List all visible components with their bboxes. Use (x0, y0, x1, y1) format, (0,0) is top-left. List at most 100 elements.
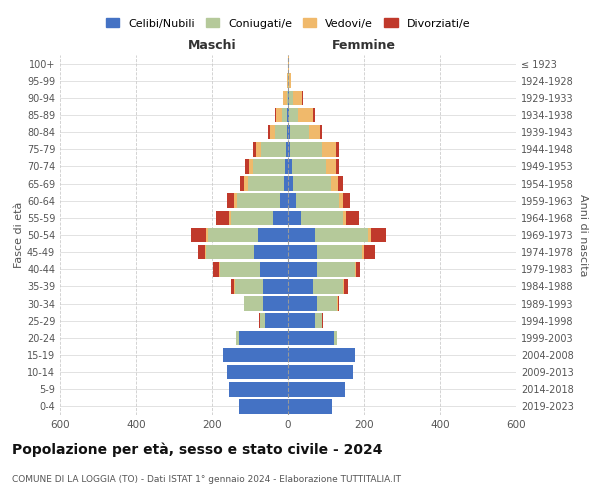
Bar (335, 159, 340, 174)
Bar (254, 245, 288, 260)
Bar (239, 399, 288, 413)
Bar (283, 90, 287, 105)
Bar (227, 194, 233, 208)
Bar (301, 210, 343, 225)
Bar (208, 228, 257, 242)
Bar (326, 159, 335, 174)
Bar (249, 159, 253, 174)
Bar (364, 245, 375, 260)
Bar (314, 314, 322, 328)
Bar (338, 296, 339, 311)
Bar (245, 159, 249, 174)
Bar (290, 142, 322, 156)
Bar (281, 108, 287, 122)
Bar (356, 262, 360, 276)
Bar (219, 262, 220, 276)
Bar (275, 125, 287, 140)
Y-axis label: Fasce di età: Fasce di età (14, 202, 24, 268)
Legend: Celibi/Nubili, Coniugati/e, Vedovi/e, Divorziati/e: Celibi/Nubili, Coniugati/e, Vedovi/e, Di… (101, 14, 475, 33)
Bar (227, 365, 288, 380)
Bar (259, 314, 260, 328)
Bar (288, 365, 353, 380)
Bar (322, 142, 335, 156)
Bar (314, 228, 368, 242)
Bar (320, 125, 322, 140)
Bar (298, 108, 313, 122)
Bar (344, 279, 347, 293)
Bar (288, 348, 355, 362)
Bar (288, 176, 293, 191)
Bar (343, 210, 346, 225)
Bar (340, 194, 343, 208)
Bar (331, 176, 338, 191)
Bar (346, 210, 359, 225)
Bar (223, 348, 288, 362)
Bar (248, 176, 284, 191)
Text: Femmine: Femmine (332, 38, 396, 52)
Bar (288, 245, 317, 260)
Bar (268, 125, 270, 140)
Bar (265, 314, 288, 328)
Bar (288, 159, 292, 174)
Bar (288, 296, 317, 311)
Bar (288, 314, 314, 328)
Bar (256, 142, 262, 156)
Bar (263, 296, 288, 311)
Bar (292, 159, 326, 174)
Bar (317, 296, 337, 311)
Bar (288, 210, 301, 225)
Bar (275, 108, 276, 122)
Bar (244, 176, 248, 191)
Bar (230, 279, 235, 293)
Bar (309, 125, 320, 140)
Bar (231, 210, 273, 225)
Bar (216, 210, 229, 225)
Y-axis label: Anni di nascita: Anni di nascita (578, 194, 587, 276)
Bar (197, 245, 205, 260)
Bar (229, 382, 288, 396)
Bar (288, 330, 334, 345)
Bar (288, 108, 289, 122)
Bar (213, 262, 219, 276)
Bar (289, 74, 291, 88)
Bar (290, 125, 309, 140)
Bar (233, 194, 236, 208)
Bar (206, 228, 208, 242)
Bar (288, 399, 332, 413)
Bar (276, 108, 281, 122)
Bar (313, 108, 316, 122)
Bar (288, 90, 289, 105)
Bar (317, 262, 355, 276)
Bar (287, 108, 288, 122)
Bar (302, 90, 303, 105)
Bar (253, 142, 256, 156)
Bar (235, 279, 263, 293)
Bar (296, 194, 340, 208)
Bar (343, 279, 344, 293)
Bar (362, 245, 364, 260)
Bar (287, 90, 288, 105)
Bar (289, 90, 293, 105)
Bar (288, 125, 290, 140)
Bar (244, 296, 263, 311)
Bar (262, 142, 286, 156)
Bar (191, 228, 206, 242)
Bar (371, 228, 386, 242)
Bar (313, 279, 343, 293)
Bar (343, 194, 350, 208)
Bar (288, 228, 314, 242)
Bar (239, 330, 288, 345)
Bar (205, 245, 206, 260)
Bar (293, 176, 331, 191)
Bar (284, 176, 288, 191)
Bar (273, 210, 288, 225)
Bar (236, 330, 239, 345)
Bar (288, 194, 296, 208)
Bar (355, 262, 356, 276)
Bar (270, 125, 275, 140)
Bar (287, 125, 288, 140)
Bar (260, 262, 288, 276)
Bar (280, 194, 288, 208)
Bar (236, 194, 280, 208)
Bar (288, 279, 313, 293)
